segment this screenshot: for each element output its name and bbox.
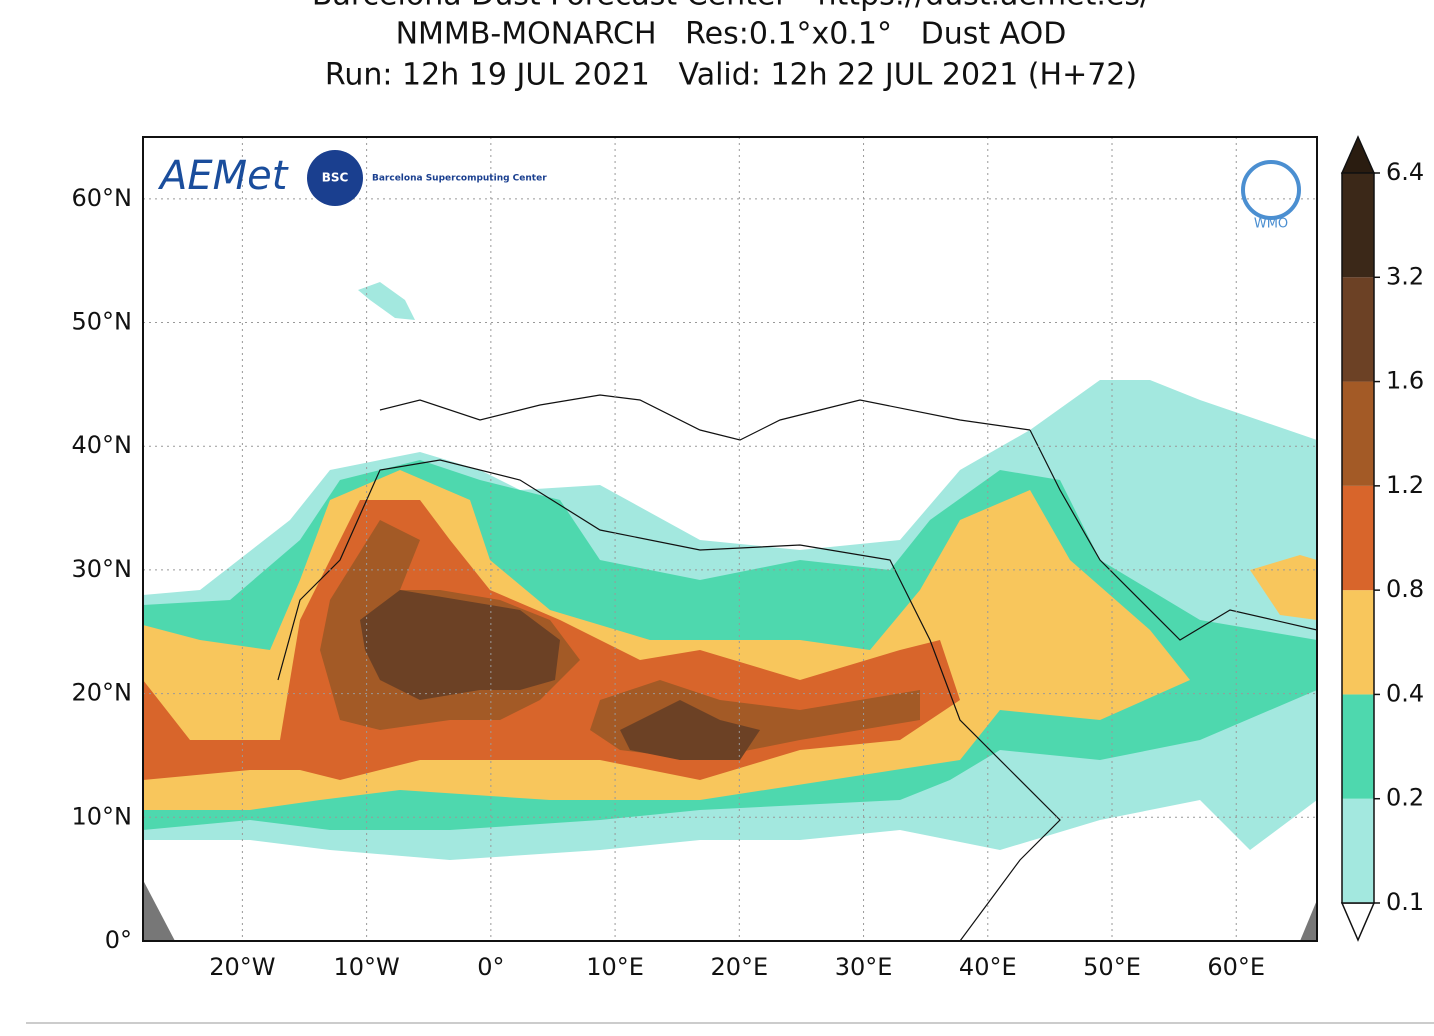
colorbar-segment [1342,277,1374,382]
x-tick-label: 30°E [835,953,893,981]
dust-area [620,700,760,760]
title-line: Barcelona Dust Forecast Center - https:/… [312,0,1151,13]
dust-area [358,282,415,320]
x-tick-label: 40°E [959,953,1017,981]
colorbar-label: 1.6 [1386,367,1424,395]
colorbar-segment [1342,381,1374,486]
title-line: NMMB-MONARCH Res:0.1°x0.1° Dust AOD [396,17,1067,52]
colorbar-segment [1342,485,1374,591]
colorbar-under [1340,902,1376,942]
y-tick-label: 30°N [72,555,133,583]
y-tick-label: 0° [105,926,132,954]
colorbar-segment [1342,798,1374,903]
x-tick-label: 20°W [209,953,275,981]
logo-bsc: BSC [322,171,349,185]
map-frame [142,136,1318,942]
coastline [277,394,1318,942]
colorbar-label: 0.1 [1386,888,1424,916]
y-tick-label: 40°N [72,431,133,459]
x-tick-label: 10°W [333,953,399,981]
dust-field [143,282,1317,860]
colorbar-label: 1.2 [1386,471,1424,499]
colorbar-label: 6.4 [1386,158,1424,186]
logo-wmo-circle [1241,160,1301,220]
logo-wmo: WMO [1254,217,1288,232]
colorbar-label: 0.8 [1386,575,1424,603]
x-tick-label: 20°E [710,953,768,981]
colorbar-frame [1341,172,1375,904]
y-tick-label: 20°N [72,679,133,707]
colorbar-segment [1342,590,1374,695]
y-tick-label: 60°N [72,184,133,212]
y-tick-label: 50°N [72,308,133,336]
no-data [1300,900,1317,941]
logo-bsc-circle [307,150,363,206]
colorbar-label: 0.4 [1386,679,1424,707]
x-tick-label: 10°E [586,953,644,981]
no-data [143,880,175,941]
logo-bsc-name: Barcelona Supercomputing Center [372,174,547,184]
colorbar-label: 0.2 [1386,784,1424,812]
x-tick-label: 0° [477,953,504,981]
x-tick-label: 50°E [1083,953,1141,981]
logo-aemet: AEMet [157,153,289,199]
title-line: Run: 12h 19 JUL 2021 Valid: 12h 22 JUL 2… [325,58,1137,93]
colorbar-segment [1342,694,1374,799]
dust-area [1250,555,1317,620]
colorbar-over [1340,135,1376,174]
x-tick-label: 60°E [1207,953,1265,981]
colorbar-segment [1342,173,1374,278]
y-tick-label: 10°N [72,802,133,830]
colorbar-label: 3.2 [1386,262,1424,290]
dust-area [360,590,560,700]
